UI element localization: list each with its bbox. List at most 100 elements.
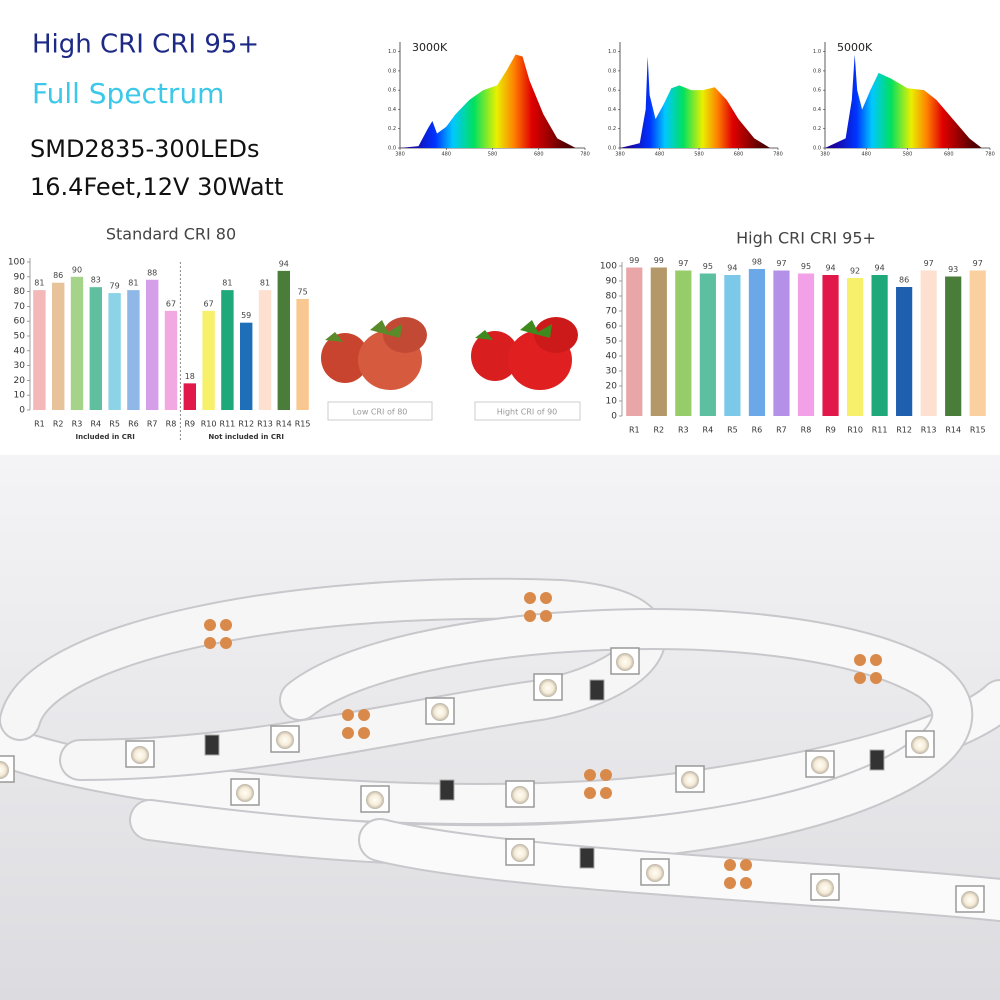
- x-tick-label: 580: [694, 152, 704, 158]
- bar: [822, 275, 839, 416]
- solder-pad: [740, 859, 752, 871]
- y-tick-label: 10: [14, 391, 26, 401]
- x-tick-label: R10: [201, 420, 217, 429]
- value-label: 97: [973, 259, 983, 268]
- value-label: 97: [678, 259, 688, 268]
- x-tick-label: R5: [109, 420, 120, 429]
- led-emitter: [681, 771, 699, 789]
- bar: [797, 273, 815, 416]
- led-emitter: [511, 844, 529, 862]
- bar: [70, 276, 84, 410]
- led-emitter: [811, 756, 829, 774]
- solder-pad: [724, 877, 736, 889]
- strawberry-high: [471, 317, 578, 390]
- x-tick-label: R14: [945, 426, 961, 435]
- x-tick-label: R12: [238, 420, 254, 429]
- bar: [626, 267, 643, 416]
- x-tick-label: R1: [34, 420, 45, 429]
- y-tick-label: 0.2: [388, 126, 396, 132]
- bar: [675, 270, 692, 416]
- value-label: 94: [825, 264, 835, 273]
- bar: [183, 383, 197, 410]
- bar: [871, 275, 888, 416]
- led-emitter: [616, 653, 634, 671]
- resistor: [589, 679, 605, 701]
- resistor: [204, 734, 220, 756]
- bar: [699, 273, 716, 416]
- led-emitter: [131, 746, 149, 764]
- value-label: 86: [53, 271, 63, 280]
- resistor: [439, 779, 455, 801]
- x-tick-label: R15: [970, 426, 986, 435]
- y-tick-label: 0.4: [388, 107, 396, 113]
- y-tick-label: 80: [606, 292, 618, 302]
- y-tick-label: 1.0: [388, 49, 396, 55]
- bar: [145, 279, 159, 410]
- led-emitter: [539, 679, 557, 697]
- solder-pad: [204, 619, 216, 631]
- y-tick-label: 0.2: [608, 126, 616, 132]
- x-tick-label: 380: [615, 152, 625, 158]
- x-tick-label: R1: [629, 426, 640, 435]
- y-tick-label: 0.8: [608, 68, 616, 74]
- chart-title: Standard CRI 80: [106, 225, 236, 244]
- bar: [108, 293, 121, 410]
- bar: [258, 290, 272, 410]
- x-tick-label: 480: [655, 152, 665, 158]
- solder-pad: [854, 654, 866, 666]
- bar: [221, 290, 234, 410]
- y-tick-label: 100: [8, 258, 25, 268]
- caption-box: [327, 401, 433, 421]
- y-tick-label: 0.0: [813, 146, 821, 152]
- x-tick-label: R13: [257, 420, 273, 429]
- value-label: 88: [147, 268, 157, 277]
- x-tick-label: 480: [861, 152, 871, 158]
- x-tick-label: 580: [903, 152, 913, 158]
- value-label: 18: [185, 372, 195, 381]
- solder-pad: [220, 619, 232, 631]
- x-tick-label: 780: [985, 152, 995, 158]
- x-tick-label: R5: [727, 426, 738, 435]
- y-tick-label: 0.8: [813, 68, 821, 74]
- y-tick-label: 0.6: [813, 88, 821, 94]
- bar: [748, 269, 766, 416]
- y-tick-label: 90: [606, 277, 618, 287]
- solder-pad: [600, 769, 612, 781]
- bar: [969, 270, 986, 416]
- strawberry-low: [321, 317, 427, 390]
- led-emitter: [646, 864, 664, 882]
- spec-line: SMD2835-300LEDs: [30, 135, 260, 163]
- spectrum-area: [825, 54, 982, 149]
- bar: [89, 287, 103, 410]
- led-emitter: [911, 736, 929, 754]
- value-label: 94: [727, 264, 737, 273]
- value-label: 95: [703, 262, 713, 271]
- value-label: 81: [34, 279, 44, 288]
- y-tick-label: 10: [606, 397, 618, 407]
- value-label: 67: [166, 299, 176, 308]
- led-emitter: [236, 784, 254, 802]
- y-tick-label: 0.4: [608, 107, 616, 113]
- bar: [33, 290, 46, 410]
- led-emitter: [0, 761, 9, 779]
- solder-pad: [358, 727, 370, 739]
- value-label: 90: [72, 265, 82, 274]
- solder-pad: [358, 709, 370, 721]
- x-tick-label: R2: [653, 426, 664, 435]
- y-tick-label: 50: [14, 332, 26, 342]
- value-label: 98: [752, 258, 762, 267]
- resistor: [579, 847, 595, 869]
- solder-pad: [600, 787, 612, 799]
- x-tick-label: R7: [147, 420, 158, 429]
- spectrum-area: [400, 54, 576, 149]
- solder-pad: [220, 637, 232, 649]
- value-label: 83: [91, 276, 101, 285]
- y-tick-label: 60: [606, 322, 618, 332]
- y-tick-label: 0.6: [388, 88, 396, 94]
- caption-box: [474, 401, 581, 421]
- y-tick-label: 70: [14, 302, 26, 312]
- x-tick-label: 680: [734, 152, 744, 158]
- y-tick-label: 1.0: [813, 49, 821, 55]
